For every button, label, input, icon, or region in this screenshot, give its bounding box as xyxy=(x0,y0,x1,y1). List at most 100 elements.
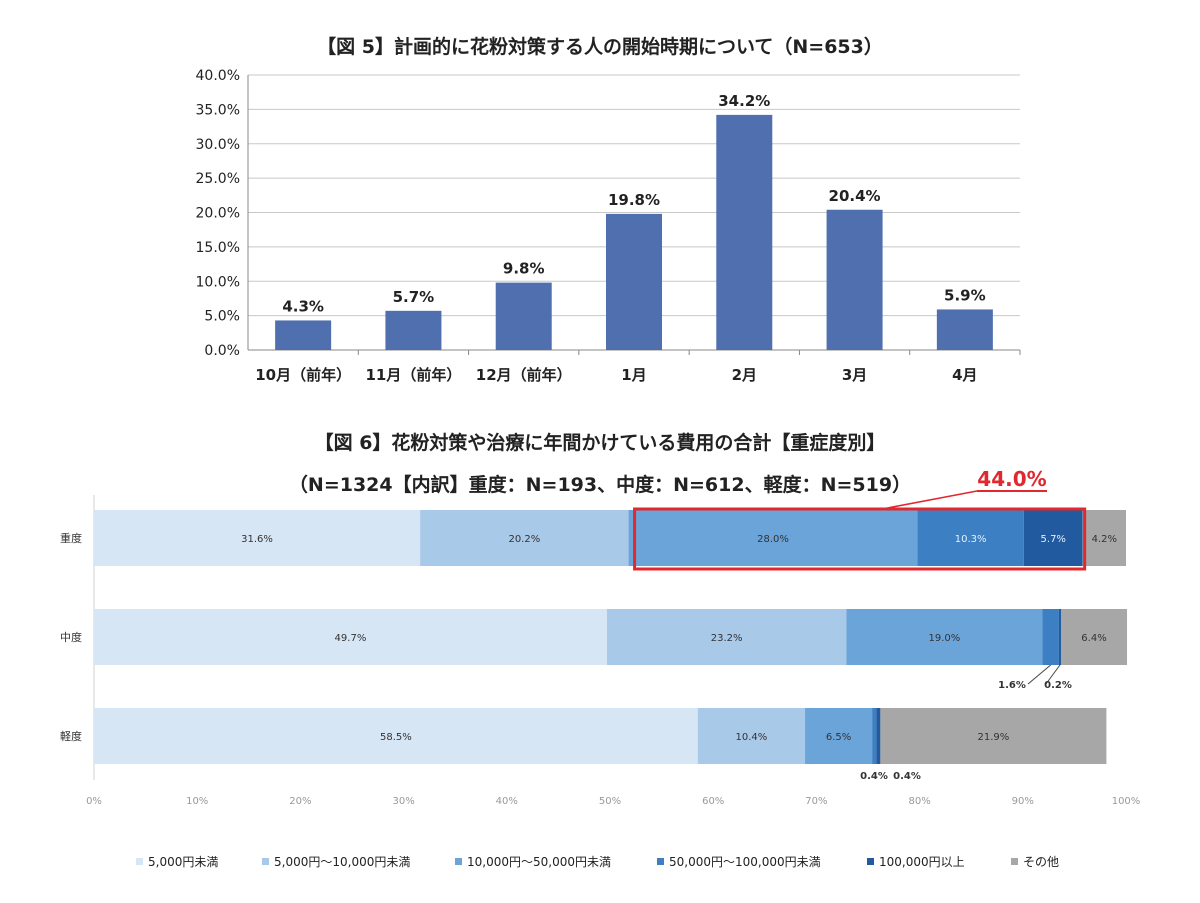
bar xyxy=(275,320,332,350)
legend-swatch xyxy=(262,858,269,865)
bar xyxy=(495,282,552,350)
bar xyxy=(826,209,883,350)
segment-label: 19.0% xyxy=(928,633,960,644)
bar-segment xyxy=(1060,609,1128,665)
figure5-title: 【図 5】計画的に花粉対策する人の開始時期について（N=653） xyxy=(317,36,883,58)
segment-label: 6.4% xyxy=(1081,633,1106,644)
bar-segment xyxy=(420,510,629,566)
segment-label: 20.2% xyxy=(508,534,540,545)
x-tick-label: 3月 xyxy=(842,366,867,384)
y-tick-label: 35.0% xyxy=(196,102,240,118)
x-tick-label: 70% xyxy=(805,796,827,807)
row-label: 重度 xyxy=(60,531,82,545)
x-tick-label: 40% xyxy=(496,796,518,807)
legend-label: 100,000円以上 xyxy=(879,855,965,869)
segment-label: 4.2% xyxy=(1092,534,1117,545)
y-tick-label: 40.0% xyxy=(196,68,240,84)
x-tick-label: 0% xyxy=(86,796,102,807)
legend-item: その他 xyxy=(1011,853,1059,870)
legend-item: 10,000円～50,000円未満 xyxy=(455,853,611,870)
legend-swatch xyxy=(1011,858,1018,865)
x-tick-label: 60% xyxy=(702,796,724,807)
bar-segment xyxy=(917,510,1024,566)
y-tick-label: 15.0% xyxy=(196,240,240,256)
legend-item: 100,000円以上 xyxy=(867,853,965,870)
y-tick-label: 25.0% xyxy=(196,171,240,187)
bar xyxy=(716,114,773,350)
legend-label: 5,000円～10,000円未満 xyxy=(274,855,411,869)
bar-segment xyxy=(876,708,881,764)
bar xyxy=(606,213,662,350)
data-label: 9.8% xyxy=(503,260,545,278)
legend-swatch xyxy=(657,858,664,865)
figure6-title: 【図 6】花粉対策や治療に年間かけている費用の合計【重症度別】 xyxy=(314,432,886,454)
figure5-bar-chart: 0.0% 5.0% 10.0% 15.0% 20.0% 25.0% 30.0% 35.0% 40… xyxy=(196,68,1021,384)
bar-segment xyxy=(872,708,877,764)
legend-label: 50,000円～100,000円未満 xyxy=(669,855,821,869)
segment-label: 6.5% xyxy=(826,732,851,743)
data-label: 20.4% xyxy=(829,187,881,205)
figure6-subtitle: （N=1324【内訳】重度：N=193、中度：N=612、軽度：N=519） xyxy=(288,474,912,496)
row-label: 軽度 xyxy=(60,729,82,743)
legend-item: 5,000円未満 xyxy=(136,853,218,870)
y-tick-label: 0.0% xyxy=(204,343,240,359)
segment-label: 10.3% xyxy=(955,534,987,545)
x-tick-label: 1月 xyxy=(621,366,646,384)
bar-segment xyxy=(1058,609,1061,665)
x-tick-label: 90% xyxy=(1012,796,1034,807)
y-tick-label: 30.0% xyxy=(196,137,240,153)
callout-label: 1.6% xyxy=(998,680,1026,691)
bar xyxy=(385,310,442,350)
x-tick-label: 10月（前年） xyxy=(255,366,351,384)
x-tick-label: 30% xyxy=(392,796,414,807)
x-tick-label: 50% xyxy=(599,796,621,807)
bar xyxy=(936,309,993,350)
callout-leader xyxy=(1027,664,1051,685)
legend-swatch xyxy=(136,858,143,865)
legend-item: 50,000円～100,000円未満 xyxy=(657,853,821,870)
highlight-box xyxy=(633,507,1087,571)
bar-segment xyxy=(1082,510,1126,566)
segment-label: 28.0% xyxy=(757,534,789,545)
row-label: 中度 xyxy=(60,630,82,644)
y-tick-label: 20.0% xyxy=(196,206,240,222)
highlight-leader xyxy=(881,490,978,510)
bar-segment xyxy=(846,609,1043,665)
data-label: 5.9% xyxy=(944,286,986,304)
bar-segment xyxy=(805,708,873,764)
data-label: 19.8% xyxy=(608,191,660,209)
bar-segment xyxy=(94,708,698,764)
x-tick-label: 11月（前年） xyxy=(365,366,461,384)
x-tick-label: 20% xyxy=(289,796,311,807)
segment-label: 31.6% xyxy=(241,534,273,545)
bar-segment xyxy=(1023,510,1083,566)
x-tick-label: 4月 xyxy=(952,366,977,384)
y-tick-label: 5.0% xyxy=(204,309,240,325)
legend-label: その他 xyxy=(1023,855,1060,869)
legend-label: 5,000円未満 xyxy=(148,855,219,869)
callout-label: 0.4% xyxy=(860,771,888,782)
data-label: 34.2% xyxy=(718,92,770,110)
x-tick-label: 100% xyxy=(1112,796,1141,807)
segment-label: 58.5% xyxy=(380,732,412,743)
legend-item: 5,000円～10,000円未満 xyxy=(262,853,410,870)
segment-label: 10.4% xyxy=(735,732,767,743)
segment-label: 49.7% xyxy=(335,633,367,644)
bar-segment xyxy=(606,609,847,665)
bar-segment xyxy=(1042,609,1059,665)
x-tick-label: 80% xyxy=(908,796,930,807)
callout-label: 0.4% xyxy=(893,771,921,782)
bar-segment xyxy=(880,708,1107,764)
y-tick-label: 10.0% xyxy=(196,274,240,290)
legend-label: 10,000円～50,000円未満 xyxy=(467,855,611,869)
x-tick-label: 12月（前年） xyxy=(476,366,572,384)
legend-swatch xyxy=(867,858,874,865)
callout-label: 0.2% xyxy=(1044,680,1072,691)
bar-segment xyxy=(628,510,918,566)
x-tick-label: 2月 xyxy=(732,366,757,384)
bar-segment xyxy=(94,510,421,566)
callout-leader xyxy=(1045,664,1061,685)
bar-segment xyxy=(94,609,607,665)
segment-label: 21.9% xyxy=(977,732,1009,743)
